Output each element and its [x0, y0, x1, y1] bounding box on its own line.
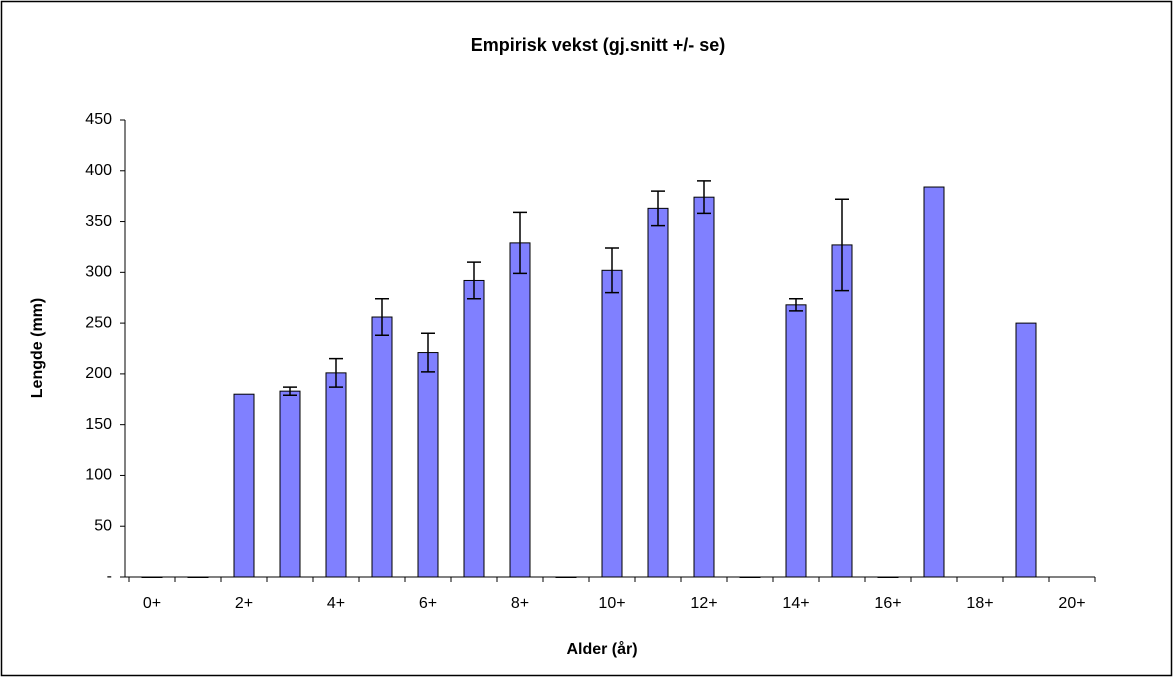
y-tick-label: 50 [94, 517, 112, 534]
error-bar [789, 297, 803, 312]
bar [463, 279, 485, 578]
error-bar [329, 357, 343, 388]
y-tick-label: 400 [85, 162, 112, 179]
bar [877, 576, 899, 578]
y-tick-label: 150 [85, 416, 112, 433]
y-tick-label: - [107, 568, 112, 585]
x-tick-label: 0+ [143, 595, 161, 612]
bar [141, 576, 163, 578]
x-axis-label: Alder (år) [566, 640, 637, 658]
bar [279, 390, 301, 578]
y-tick-label: 300 [85, 264, 112, 281]
error-bar [513, 211, 527, 275]
error-bar [697, 180, 711, 215]
error-bar [283, 386, 297, 396]
bar [923, 186, 945, 578]
x-tick-label: 14+ [782, 595, 809, 612]
bar [325, 372, 347, 578]
bar [417, 352, 439, 578]
x-tick-label: 20+ [1058, 595, 1085, 612]
x-tick-label: 18+ [966, 595, 993, 612]
y-tick-label: 450 [85, 111, 112, 128]
x-tick-label: 8+ [511, 595, 529, 612]
bar [233, 393, 255, 578]
bar [555, 576, 577, 578]
bar [187, 576, 209, 578]
error-bar [651, 190, 665, 227]
x-tick-label: 4+ [327, 595, 345, 612]
bar [739, 576, 761, 578]
x-tick-label: 16+ [874, 595, 901, 612]
y-axis-label: Lengde (mm) [29, 298, 46, 398]
chart-title: Empirisk vekst (gj.snitt +/- se) [471, 35, 726, 55]
error-bar [375, 297, 389, 337]
error-bar [467, 261, 481, 300]
x-tick-label: 2+ [235, 595, 253, 612]
bar [371, 316, 393, 578]
y-tick-label: 250 [85, 314, 112, 331]
bar [831, 244, 853, 578]
bar [1015, 322, 1037, 578]
bar [509, 242, 531, 578]
y-tick-label: 350 [85, 213, 112, 230]
x-tick-label: 6+ [419, 595, 437, 612]
bar [601, 269, 623, 578]
bar [647, 207, 669, 578]
x-tick-label: 10+ [598, 595, 625, 612]
x-tick-label: 12+ [690, 595, 717, 612]
y-tick-label: 100 [85, 467, 112, 484]
error-bar [421, 332, 435, 373]
error-bar [605, 247, 619, 294]
y-tick-label: 200 [85, 365, 112, 382]
bar [693, 196, 715, 578]
bar [785, 304, 807, 578]
error-bar [835, 198, 849, 292]
